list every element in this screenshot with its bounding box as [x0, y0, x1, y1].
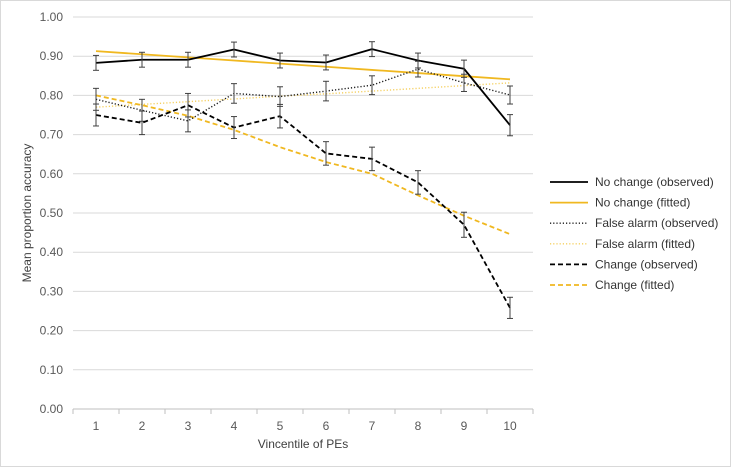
- y-tick-label: 0.00: [40, 402, 64, 416]
- x-tick-label: 10: [503, 419, 517, 433]
- y-tick-label: 0.60: [40, 167, 64, 181]
- x-tick-label: 8: [415, 419, 422, 433]
- x-tick-label: 1: [93, 419, 100, 433]
- x-tick-label: 4: [231, 419, 238, 433]
- series-line: [95, 68, 511, 122]
- x-tick-label: 2: [139, 419, 146, 433]
- x-tick-label: 6: [323, 419, 330, 433]
- x-tick-label: 3: [185, 419, 192, 433]
- legend-item: False alarm (fitted): [550, 237, 695, 251]
- y-tick-label: 0.90: [40, 49, 64, 63]
- legend-label: Change (observed): [595, 257, 698, 271]
- series-no-change-observed: [93, 41, 513, 137]
- gridlines: [73, 16, 533, 371]
- series-line: [95, 104, 511, 309]
- y-tick-label: 0.30: [40, 284, 64, 298]
- legend-item: No change (fitted): [550, 196, 690, 210]
- axes: 0.00 0.10 0.20 0.30 0.40 0.50 0.60 0.70 0.80 0.90…: [40, 10, 534, 433]
- series-line: [95, 48, 511, 126]
- x-tick-label: 9: [461, 419, 468, 433]
- y-tick-label: 0.80: [40, 88, 64, 102]
- y-tick-label: 0.70: [40, 128, 64, 142]
- legend-item: Change (observed): [550, 257, 698, 271]
- series-change-fitted: [95, 94, 511, 236]
- y-tick-label: 0.50: [40, 206, 64, 220]
- x-tick-label: 7: [369, 419, 376, 433]
- y-tick-label: 0.10: [40, 363, 64, 377]
- legend-label: Change (fitted): [595, 278, 674, 292]
- y-tick-label: 1.00: [40, 10, 64, 24]
- legend-item: Change (fitted): [550, 278, 674, 292]
- series-lines: [93, 41, 513, 319]
- y-tick-label: 0.40: [40, 245, 64, 259]
- series-no-change-fitted: [95, 50, 511, 81]
- series-change-observed: [93, 92, 513, 319]
- legend-label: False alarm (observed): [595, 216, 718, 230]
- legend: No change (observed) No change (fitted) Fa…: [550, 175, 718, 292]
- x-axis-title: Vincentile of PEs: [258, 437, 349, 451]
- y-axis-title: Mean proportion accuracy: [20, 144, 34, 283]
- legend-label: No change (fitted): [595, 196, 690, 210]
- series-line: [95, 50, 511, 81]
- x-tick-label: 5: [277, 419, 284, 433]
- series-false-alarm-observed: [93, 60, 513, 133]
- y-tick-label: 0.20: [40, 324, 64, 338]
- legend-label: False alarm (fitted): [595, 237, 695, 251]
- legend-item: No change (observed): [550, 175, 714, 189]
- series-line: [95, 94, 511, 236]
- legend-item: False alarm (observed): [550, 216, 718, 230]
- legend-label: No change (observed): [595, 175, 714, 189]
